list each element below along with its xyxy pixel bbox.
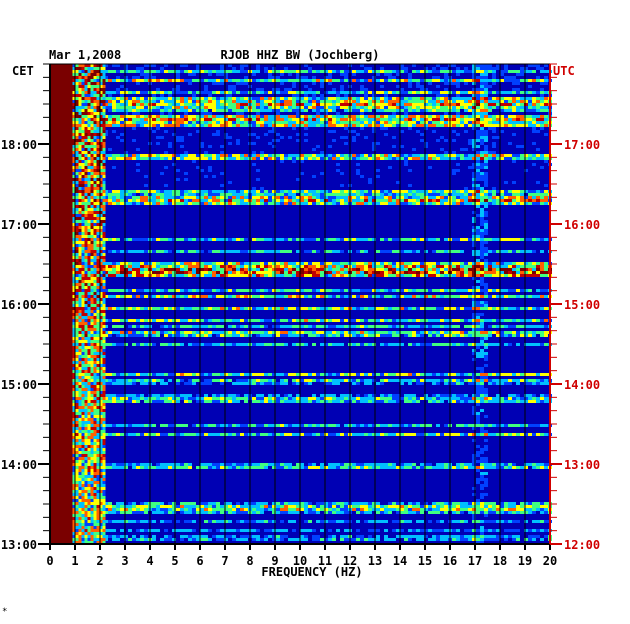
x-tick-label: 16 — [443, 554, 457, 568]
cet-tick-label: 17:00 — [1, 218, 37, 232]
cet-tick-label: 16:00 — [1, 298, 37, 312]
x-tick-label: 6 — [196, 554, 203, 568]
x-tick-label: 15 — [418, 554, 432, 568]
x-tick-label: 10 — [293, 554, 307, 568]
x-tick-label: 4 — [146, 554, 153, 568]
x-tick-label: 20 — [543, 554, 557, 568]
x-tick-label: 2 — [96, 554, 103, 568]
x-tick-label: 19 — [518, 554, 532, 568]
x-tick-label: 18 — [493, 554, 507, 568]
low-frequency-band — [50, 64, 73, 544]
x-tick-label: 3 — [121, 554, 128, 568]
frequency-gridlines — [74, 64, 526, 544]
date-label: Mar 1,2008 — [49, 48, 121, 62]
utc-tick-labels: 12:00 13:00 14:00 15:00 16:00 17:00 — [564, 138, 600, 552]
chart-title: RJOB HHZ BW (Jochberg) — [221, 48, 380, 62]
utc-tick-label: 13:00 — [564, 458, 600, 472]
cet-tick-label: 15:00 — [1, 378, 37, 392]
x-tick-label: 7 — [221, 554, 228, 568]
cet-tick-label: 13:00 — [1, 538, 37, 552]
plot-axes — [38, 63, 562, 550]
cet-tick-labels: 13:00 14:00 15:00 16:00 17:00 18:00 — [1, 138, 37, 552]
x-tick-label: 1 — [71, 554, 78, 568]
right-timezone-label: UTC — [553, 64, 575, 78]
x-tick-label: 8 — [246, 554, 253, 568]
footer-mark: * — [2, 607, 7, 617]
x-tick-label: 11 — [318, 554, 332, 568]
utc-tick-label: 17:00 — [564, 138, 600, 152]
x-axis-title: FREQUENCY (HZ) — [261, 565, 362, 579]
cet-tick-label: 14:00 — [1, 458, 37, 472]
utc-tick-label: 14:00 — [564, 378, 600, 392]
x-tick-label: 5 — [171, 554, 178, 568]
x-tick-label: 0 — [46, 554, 53, 568]
utc-tick-label: 16:00 — [564, 218, 600, 232]
x-tick-label: 12 — [343, 554, 357, 568]
utc-tick-label: 15:00 — [564, 298, 600, 312]
left-timezone-label: CET — [12, 64, 34, 78]
x-tick-labels: 0 1 2 3 4 5 6 7 8 9 10 11 12 13 14 15 16 17 18 19 20 — [46, 554, 557, 568]
utc-tick-label: 12:00 — [564, 538, 600, 552]
x-tick-label: 13 — [368, 554, 382, 568]
cet-tick-label: 18:00 — [1, 138, 37, 152]
x-tick-label: 17 — [468, 554, 482, 568]
x-tick-label: 14 — [393, 554, 407, 568]
x-tick-label: 9 — [271, 554, 278, 568]
